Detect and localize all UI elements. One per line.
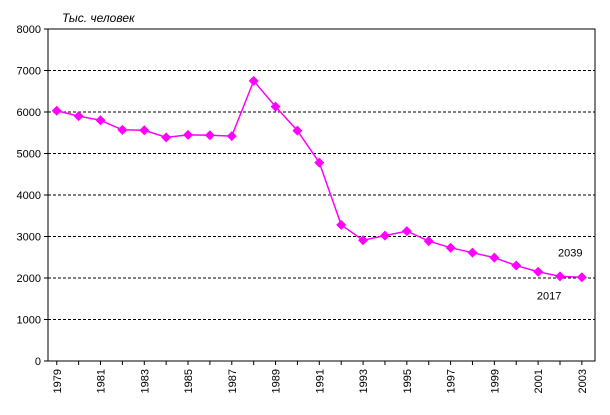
data-point bbox=[117, 124, 128, 135]
y-axis-unit-label: Тыс. человек bbox=[62, 11, 136, 25]
data-point bbox=[161, 132, 172, 143]
data-point bbox=[226, 131, 237, 142]
y-tick-label: 1000 bbox=[17, 315, 41, 327]
data-point bbox=[554, 271, 565, 282]
data-point bbox=[248, 75, 259, 86]
data-point bbox=[204, 130, 215, 141]
x-tick-label: 1991 bbox=[314, 369, 326, 393]
data-point bbox=[445, 242, 456, 253]
x-tick-label: 1995 bbox=[402, 369, 414, 393]
data-point bbox=[51, 105, 62, 116]
plot-area-frame bbox=[47, 28, 596, 362]
data-point bbox=[183, 129, 194, 140]
y-tick-label: 3000 bbox=[17, 232, 41, 244]
data-point bbox=[533, 266, 544, 277]
x-tick-label: 1981 bbox=[96, 369, 108, 393]
y-tick-label: 6000 bbox=[17, 107, 41, 119]
data-point bbox=[467, 247, 478, 258]
data-point bbox=[401, 226, 412, 237]
data-point bbox=[358, 235, 369, 246]
x-tick-label: 1997 bbox=[446, 369, 458, 393]
x-tick-label: 1979 bbox=[52, 369, 64, 393]
x-tick-label: 2003 bbox=[577, 369, 589, 393]
y-tick-label: 8000 bbox=[17, 24, 41, 36]
x-tick-label: 1983 bbox=[139, 369, 151, 393]
data-point bbox=[511, 260, 522, 271]
y-tick-label: 0 bbox=[35, 356, 41, 368]
data-point bbox=[314, 157, 325, 168]
data-point bbox=[73, 111, 84, 122]
x-tick-label: 2001 bbox=[533, 369, 545, 393]
series bbox=[51, 75, 587, 283]
y-tick-label: 5000 bbox=[17, 149, 41, 161]
annotation-label: 2017 bbox=[537, 290, 561, 302]
data-point bbox=[336, 219, 347, 230]
y-tick-label: 2000 bbox=[17, 273, 41, 285]
data-point bbox=[489, 252, 500, 263]
y-tick-label: 7000 bbox=[17, 66, 41, 78]
x-tick-label: 1989 bbox=[271, 369, 283, 393]
data-point bbox=[576, 272, 587, 283]
x-tick-label: 1999 bbox=[489, 369, 501, 393]
data-point bbox=[95, 115, 106, 126]
data-point bbox=[270, 101, 281, 112]
y-axis-ticks: 0 1000 2000 3000 4000 5000 6000 7000 8000 bbox=[17, 24, 48, 368]
data-point bbox=[379, 230, 390, 241]
annotations: 2039 2017 bbox=[537, 247, 583, 302]
x-tick-label: 1987 bbox=[227, 369, 239, 393]
x-tick-label: 1993 bbox=[358, 369, 370, 393]
annotation-label: 2039 bbox=[558, 247, 582, 259]
grid bbox=[48, 70, 595, 320]
data-point bbox=[139, 125, 150, 136]
data-point bbox=[423, 236, 434, 247]
x-tick-label: 1985 bbox=[183, 369, 195, 393]
data-point bbox=[292, 125, 303, 136]
series-line bbox=[56, 79, 582, 279]
x-axis-ticks: 1979 1981 1983 1985 1987 1989 1991 1993 1995 1997… bbox=[52, 361, 589, 393]
y-tick-label: 4000 bbox=[17, 190, 41, 202]
